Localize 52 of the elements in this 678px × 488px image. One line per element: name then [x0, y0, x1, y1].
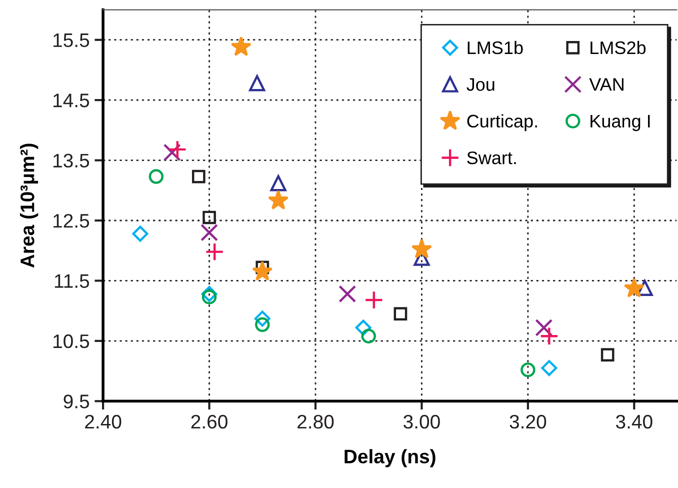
point — [168, 140, 187, 159]
point — [254, 310, 270, 327]
point — [205, 242, 224, 262]
y-axis-title: Area (10³μm²) — [20, 144, 38, 268]
point — [636, 280, 653, 296]
legend-label: Kuang I — [590, 114, 650, 132]
point — [201, 286, 218, 302]
point — [361, 328, 376, 344]
y-tick-label: 9.5 — [64, 394, 90, 408]
legend-label: Swart. — [467, 151, 516, 164]
point — [148, 169, 164, 184]
point — [355, 320, 372, 336]
x-tick-label: 2.80 — [298, 414, 334, 429]
legend-label: Curticap. — [467, 114, 537, 132]
point — [255, 317, 270, 332]
legend-label: Jou — [466, 78, 494, 91]
y-tick-label: 13.5 — [54, 154, 90, 168]
x-tick-label: 3.00 — [404, 414, 440, 429]
point — [252, 260, 273, 281]
point — [394, 307, 408, 320]
point — [540, 326, 559, 346]
point — [230, 36, 252, 56]
x-tick-label: 2.40 — [85, 414, 122, 429]
legend-label: VAN — [589, 78, 624, 91]
point — [270, 175, 286, 192]
point — [364, 290, 384, 310]
point — [520, 362, 536, 378]
point — [624, 278, 645, 298]
x-axis-title: Delay (ns) — [344, 449, 436, 468]
point — [202, 290, 217, 304]
point — [600, 348, 614, 362]
point — [268, 190, 289, 210]
point — [192, 170, 206, 184]
point — [338, 285, 356, 303]
y-tick-label: 12.5 — [54, 214, 90, 228]
point — [132, 226, 148, 242]
legend-label: LMS2b — [590, 40, 646, 54]
x-tick-label: 3.40 — [616, 414, 652, 429]
legend-label: LMS1b — [468, 40, 523, 54]
point — [541, 360, 558, 376]
x-tick-label: 2.60 — [191, 414, 228, 429]
y-tick-label: 10.5 — [54, 334, 90, 348]
point — [202, 210, 216, 224]
x-tick-label: 3.20 — [510, 414, 546, 429]
point — [249, 75, 266, 92]
y-tick-label: 15.5 — [54, 34, 90, 48]
point — [200, 224, 218, 242]
point — [163, 144, 181, 162]
y-tick-label: 14.5 — [54, 94, 90, 108]
y-tick-label: 11.5 — [54, 274, 90, 288]
point — [411, 238, 432, 258]
point — [535, 318, 553, 336]
